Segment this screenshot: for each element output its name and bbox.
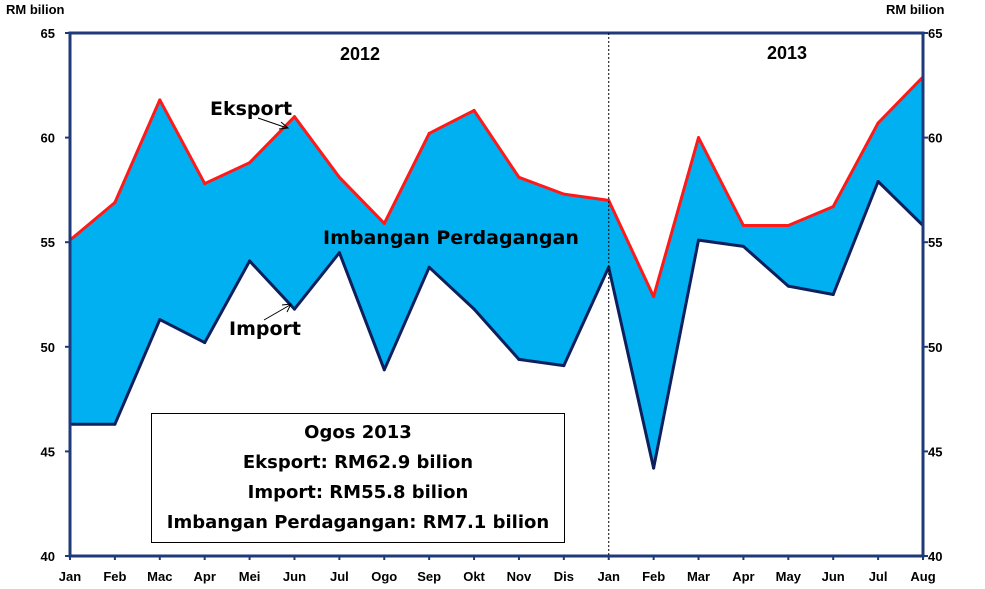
xtick-label: Ogo	[371, 569, 397, 584]
right-ytick-label: 40	[928, 549, 942, 564]
xtick-label: Dis	[554, 569, 574, 584]
xtick-label: Okt	[463, 569, 485, 584]
info-title: Ogos 2013	[304, 422, 412, 443]
export-point-4	[248, 161, 252, 165]
import-point-13	[652, 466, 656, 470]
xtick-label: Mar	[687, 569, 710, 584]
xtick-label: Mac	[147, 569, 172, 584]
export-point-11	[562, 192, 566, 196]
export-point-13	[652, 295, 656, 299]
right-ytick-label: 55	[928, 235, 942, 250]
export-arrow	[257, 117, 288, 129]
export-arrowhead	[278, 121, 290, 130]
import-point-9	[472, 307, 476, 311]
import-point-1	[113, 422, 117, 426]
xtick-label: Jan	[598, 569, 620, 584]
left-ytick-label: 65	[41, 26, 55, 41]
xtick-label: Nov	[507, 569, 532, 584]
import-point-8	[427, 265, 431, 269]
xtick-label: Aug	[910, 569, 935, 584]
right-axis-unit: RM bilion	[886, 2, 945, 17]
import-point-16	[786, 284, 790, 288]
year-label-2013: 2013	[767, 43, 807, 63]
import-point-11	[562, 364, 566, 368]
export-point-3	[203, 182, 207, 186]
export-point-9	[472, 108, 476, 112]
import-point-2	[158, 318, 162, 322]
info-import: Import: RM55.8 bilion	[247, 482, 469, 503]
xtick-label: Feb	[103, 569, 126, 584]
left-ytick-label: 45	[41, 444, 55, 459]
right-ytick-label: 65	[928, 26, 942, 41]
import-point-6	[337, 251, 341, 255]
export-annotation: Eksport	[210, 98, 292, 120]
year-label-2012: 2012	[340, 44, 380, 64]
left-axis-unit: RM bilion	[6, 2, 65, 17]
export-point-7	[382, 221, 386, 225]
xtick-label: Apr	[732, 569, 754, 584]
xtick-label: Mei	[239, 569, 261, 584]
import-point-7	[382, 368, 386, 372]
export-point-18	[876, 121, 880, 125]
right-ytick-label: 45	[928, 444, 942, 459]
xtick-label: Apr	[193, 569, 215, 584]
right-ytick-label: 60	[928, 131, 942, 146]
balance-area	[70, 76, 923, 469]
xtick-label: Sep	[417, 569, 441, 584]
import-point-10	[517, 357, 521, 361]
xtick-label: May	[776, 569, 802, 584]
import-arrow	[263, 304, 291, 321]
export-point-2	[158, 98, 162, 102]
xtick-label: Jun	[822, 569, 845, 584]
export-series-line	[69, 75, 925, 299]
export-point-15	[741, 223, 745, 227]
import-point-4	[248, 259, 252, 263]
xtick-label: Feb	[642, 569, 665, 584]
right-ytick-label: 50	[928, 340, 942, 355]
import-point-5	[292, 307, 296, 311]
xtick-label: Jun	[283, 569, 306, 584]
info-export: Eksport: RM62.9 bilion	[242, 452, 474, 473]
left-ytick-label: 55	[41, 235, 55, 250]
import-point-18	[876, 180, 880, 184]
import-point-12	[607, 265, 611, 269]
xtick-label: Jul	[869, 569, 888, 584]
export-point-8	[427, 131, 431, 135]
xtick-label: Jul	[330, 569, 349, 584]
export-point-17	[831, 205, 835, 209]
import-arrowhead	[281, 303, 292, 313]
import-point-3	[203, 341, 207, 345]
plot-frame	[68, 31, 925, 558]
left-ytick-label: 50	[41, 340, 55, 355]
left-ytick-label: 60	[41, 131, 55, 146]
info-balance: Imbangan Perdagangan: RM7.1 bilion	[166, 512, 550, 533]
export-point-5	[292, 115, 296, 119]
xtick-label: Jan	[59, 569, 81, 584]
balance-annotation: Imbangan Perdagangan	[323, 227, 579, 249]
import-point-17	[831, 293, 835, 296]
import-annotation: Import	[229, 318, 301, 340]
export-point-12	[607, 198, 611, 202]
import-point-14	[697, 238, 701, 242]
import-point-15	[741, 244, 745, 248]
info-box: Ogos 2013 Eksport: RM62.9 bilion Import:…	[151, 413, 565, 543]
export-point-14	[697, 136, 701, 140]
export-point-10	[517, 175, 521, 179]
export-point-16	[786, 223, 790, 227]
left-ytick-label: 40	[41, 549, 55, 564]
import-series-line	[70, 180, 925, 470]
export-point-6	[337, 175, 341, 179]
export-point-1	[113, 200, 117, 204]
